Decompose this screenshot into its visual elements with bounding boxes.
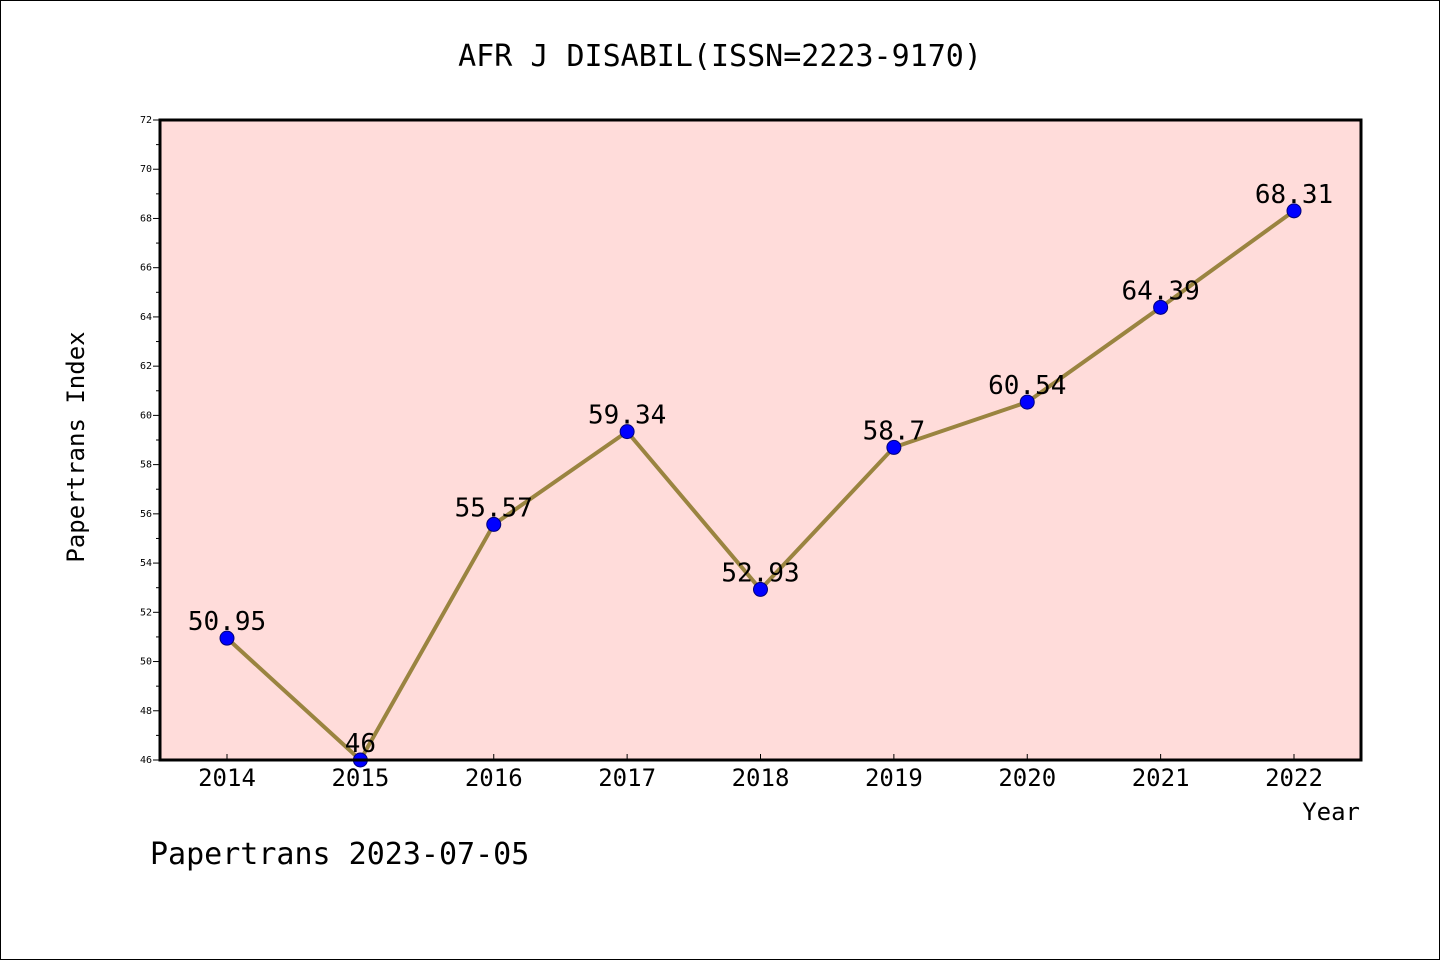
y-tick-label: 64: [140, 312, 152, 323]
x-tick-label: 2016: [465, 764, 523, 792]
data-label: 64.39: [1121, 276, 1199, 306]
data-point: [1153, 299, 1169, 315]
x-tick-label: 2017: [598, 764, 656, 792]
data-point: [619, 424, 635, 440]
x-axis-label: Year: [1302, 798, 1360, 826]
data-label: 68.31: [1255, 180, 1333, 210]
data-point: [486, 516, 502, 532]
x-tick-label: 2021: [1132, 764, 1190, 792]
y-tick-label: 56: [140, 509, 152, 520]
plot-area: [160, 120, 1361, 760]
data-point: [886, 439, 902, 455]
plot-border: [158, 118, 1363, 762]
data-label: 60.54: [988, 371, 1066, 401]
y-tick-label: 72: [140, 115, 152, 126]
data-label: 52.93: [721, 558, 799, 588]
y-tick-label: 70: [140, 164, 152, 175]
data-label: 46: [345, 729, 376, 759]
data-label: 58.7: [863, 416, 926, 446]
x-axis: 2014 2015 2016 2017 2018 2019 2020 2021 2022: [198, 754, 1323, 792]
data-point: [753, 581, 768, 597]
x-tick-label: 2014: [198, 764, 256, 792]
y-axis-label: Papertrans Index: [62, 331, 90, 562]
data-markers: [219, 203, 1302, 768]
y-tick-label: 46: [140, 755, 152, 766]
data-label: 55.57: [455, 493, 533, 523]
x-tick-label: 2018: [732, 764, 790, 792]
x-tick-label: 2022: [1265, 764, 1323, 792]
y-tick-label: 54: [140, 558, 152, 569]
footer-date-text: Papertrans 2023-07-05: [150, 837, 529, 872]
y-tick-label: 68: [140, 213, 152, 224]
y-tick-label: 48: [140, 706, 152, 717]
y-tick-label: 62: [140, 361, 152, 372]
y-tick-label: 58: [140, 460, 152, 471]
y-tick-label: 50: [140, 657, 152, 668]
data-labels: 50.95 46 55.57 59.34 52.93 58.7 60.54 64.39 68.3…: [188, 180, 1333, 759]
y-tick-label: 60: [140, 410, 152, 421]
x-tick-label: 2020: [998, 764, 1056, 792]
data-point: [1286, 203, 1302, 219]
data-point: [219, 630, 235, 646]
y-tick-label: 52: [140, 607, 152, 618]
x-tick-label: 2015: [331, 764, 389, 792]
x-tick-label: 2019: [865, 764, 923, 792]
y-tick-label: 66: [140, 263, 152, 274]
y-axis: 46 48 50 52 54 56 58 60 62 64 66 68 70 72: [140, 115, 160, 766]
data-label: 50.95: [188, 607, 266, 637]
data-point: [1019, 394, 1035, 410]
chart-title: AFR J DISABIL(ISSN=2223-9170): [458, 39, 982, 74]
data-label: 59.34: [588, 401, 666, 431]
